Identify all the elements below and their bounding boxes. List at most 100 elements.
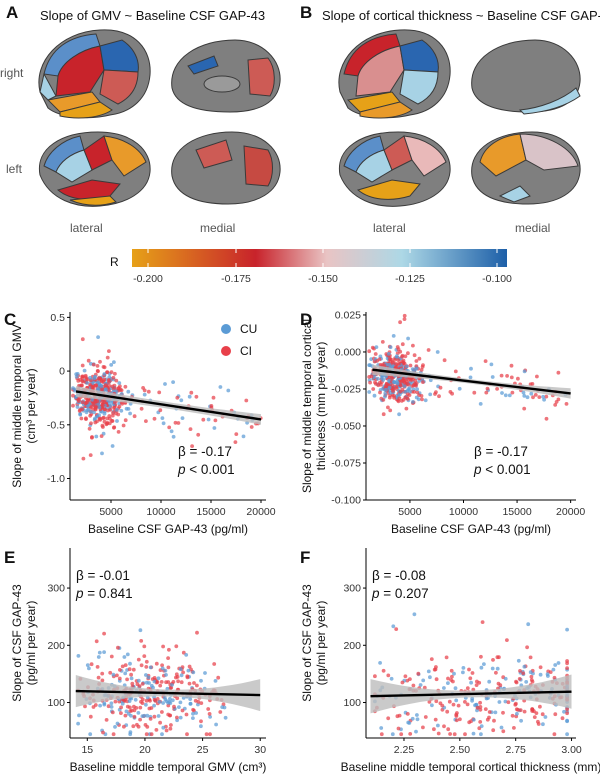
x-tick-label: 15 [81,744,93,756]
point-ci [119,705,123,710]
point-cu [115,721,120,726]
point-ci [136,657,141,662]
point-cu [515,711,519,716]
point-cu [468,375,473,380]
point-ci [474,683,479,687]
point-ci [514,707,519,712]
point-cu [479,665,484,670]
point-ci [538,704,542,709]
point-cu [144,702,148,707]
point-ci [405,377,410,382]
point-cu [163,382,167,386]
point-ci [83,401,88,406]
point-ci [434,699,439,704]
point-ci [400,342,405,347]
view-label-medial-b: medial [515,221,550,235]
x-tick-label: 20000 [246,506,275,518]
point-ci [164,680,169,685]
point-ci [212,662,217,666]
point-ci [77,409,82,413]
point-ci [166,665,171,670]
point-cu [164,673,168,677]
point-cu [184,653,189,657]
point-ci [175,675,180,679]
point-ci [514,701,518,706]
point-ci [525,645,529,650]
point-cu [124,709,129,714]
point-cu [96,380,100,385]
point-ci [467,720,472,725]
point-ci [79,416,84,421]
point-ci [421,363,425,367]
point-ci [403,395,408,400]
point-ci [91,402,96,407]
x-axis-title: Baseline CSF GAP-43 (pg/ml) [88,522,248,536]
point-cu [541,722,545,727]
point-cu [144,680,149,685]
point-ci [175,715,179,720]
point-cu [187,394,192,399]
point-cu [123,671,128,676]
x-tick-label: 5000 [99,506,123,518]
point-cu [415,713,419,717]
point-cu [152,703,157,708]
point-cu [378,661,382,665]
point-ci [185,674,190,679]
point-ci [96,369,100,374]
point-cu [88,732,93,737]
y-tick-label: -0.050 [331,420,361,432]
point-ci [91,362,96,367]
point-cu [178,667,183,672]
point-cu [479,732,483,737]
point-ci [110,384,115,389]
point-ci [142,654,147,658]
point-ci [176,679,181,684]
point-ci [540,712,545,717]
beta-annotation: β = -0.17 [474,444,528,459]
point-ci [371,387,376,391]
point-cu [497,700,502,704]
point-ci [499,373,504,378]
point-ci [467,667,471,672]
scatter-points [367,313,569,421]
point-cu [97,405,102,410]
point-cu [391,624,396,629]
point-ci [147,706,152,711]
point-ci [105,416,109,421]
point-ci [379,732,384,737]
point-cu [94,434,99,439]
beta-annotation: β = -0.08 [372,568,426,583]
point-ci [393,362,398,366]
point-cu [526,622,531,627]
point-ci [491,658,495,662]
point-ci [195,630,199,635]
point-ci [80,363,85,368]
colorbar-tick: -0.150 [308,273,338,285]
point-ci [102,419,107,424]
point-cu [166,701,171,705]
point-cu [161,421,166,426]
brain-a-left-medial [171,131,281,205]
point-cu [386,352,391,356]
colorbar-ticks [147,249,498,267]
point-ci [122,724,126,729]
point-ci [391,360,395,365]
point-cu [212,426,217,430]
point-ci [397,396,402,401]
y-axis-title: Slope of CSF GAP-43(pg/ml per year) [300,584,328,702]
point-cu [76,654,81,658]
point-ci [88,382,92,387]
point-cu [553,663,558,667]
point-ci [415,390,420,395]
point-cu [479,724,484,728]
point-cu [415,387,419,392]
point-cu [96,335,100,339]
point-cu [414,729,418,734]
y-tick-label: 200 [47,640,65,652]
point-ci [416,671,421,676]
y-tick-label: 0.000 [335,346,361,358]
point-cu [418,683,423,687]
point-ci [434,677,439,682]
point-cu [124,406,129,411]
regression-line [75,390,262,421]
